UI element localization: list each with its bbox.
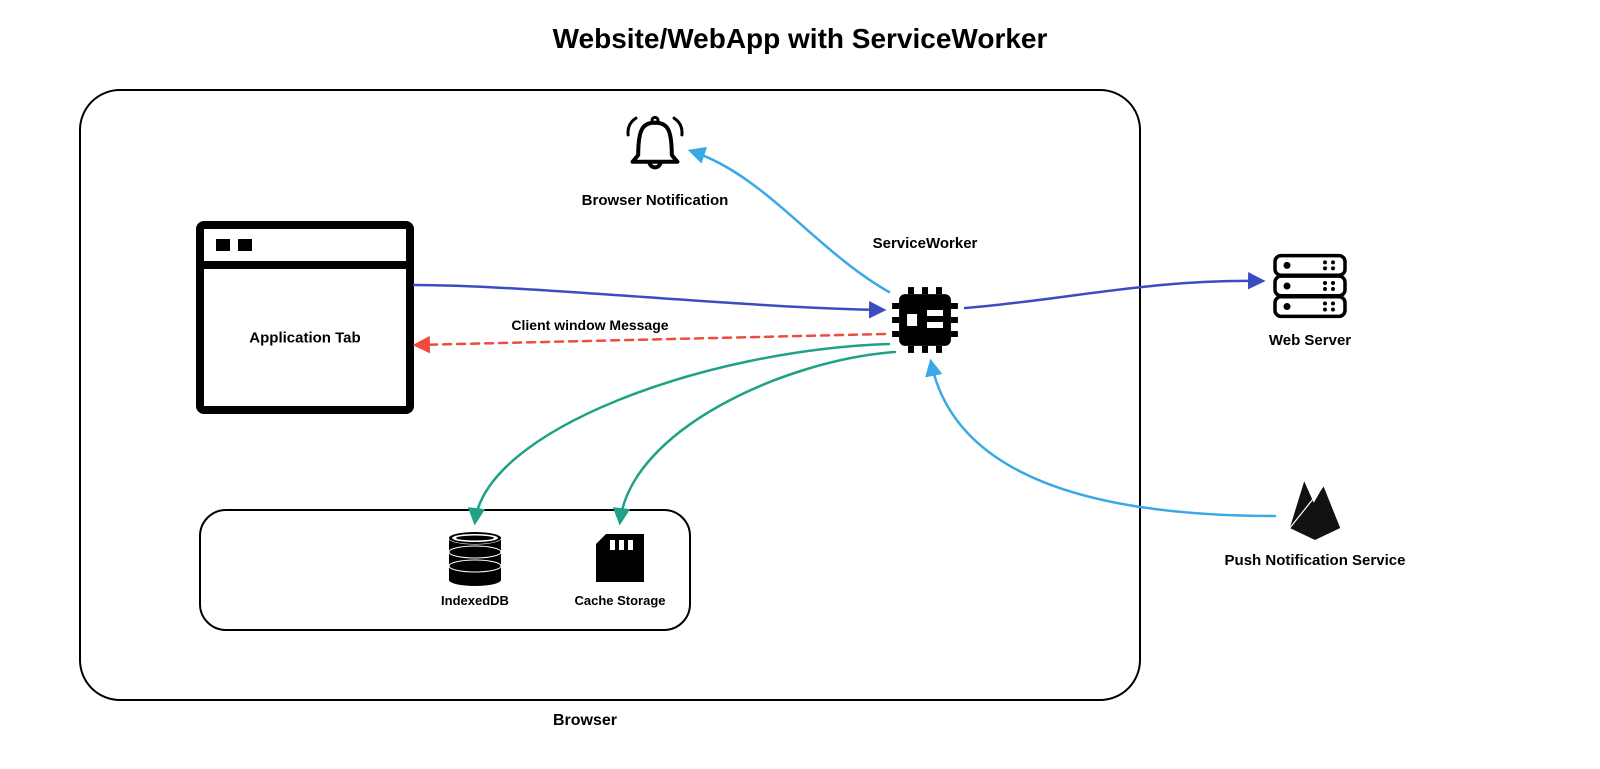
application-tab-label: Application Tab: [249, 330, 360, 347]
client-window-message-label: Client window Message: [511, 317, 668, 333]
cache-storage-label: Cache Storage: [574, 593, 665, 608]
bell-icon: [628, 117, 682, 167]
edge-sw-to-indexeddb: [475, 344, 889, 522]
edge-sw-to-notification: [691, 151, 889, 292]
application-tab-icon: Application Tab: [200, 225, 410, 410]
browser-notification-label: Browser Notification: [582, 192, 729, 209]
sd-card-icon: [596, 534, 644, 582]
service-worker-label: ServiceWorker: [873, 235, 978, 252]
edge-app-to-sw: [414, 285, 883, 310]
push-service-icon: [1290, 481, 1340, 540]
server-icon: [1275, 256, 1345, 317]
web-server-label: Web Server: [1269, 332, 1351, 349]
browser-label: Browser: [553, 712, 617, 729]
push-service-label: Push Notification Service: [1225, 552, 1406, 569]
edge-sw-to-app-message: [416, 334, 885, 345]
edge-sw-to-server: [965, 281, 1262, 308]
edge-push-to-sw: [931, 362, 1275, 516]
indexeddb-label: IndexedDB: [441, 593, 509, 608]
edge-sw-to-cache: [620, 352, 895, 522]
diagram-title: Website/WebApp with ServiceWorker: [553, 23, 1048, 54]
database-icon: [449, 532, 501, 586]
chip-icon: [892, 287, 958, 353]
